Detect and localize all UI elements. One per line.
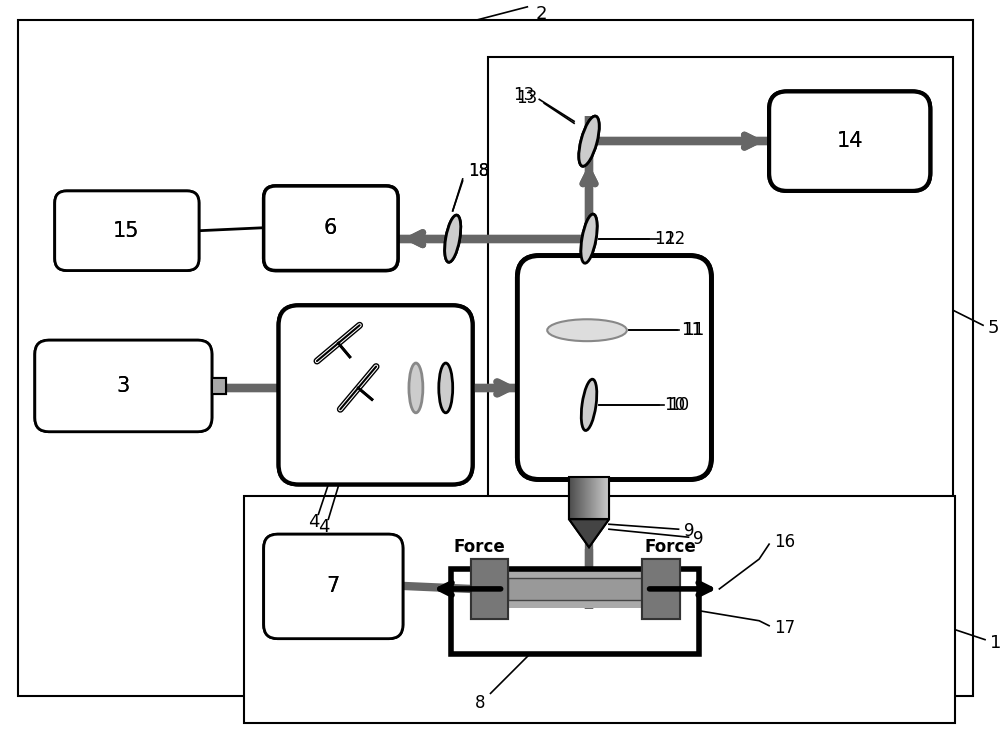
Text: Force: Force — [645, 538, 696, 556]
FancyBboxPatch shape — [55, 191, 199, 271]
Text: 13: 13 — [516, 90, 537, 107]
Text: Force: Force — [454, 538, 505, 556]
Ellipse shape — [581, 214, 597, 263]
FancyBboxPatch shape — [264, 534, 403, 639]
Text: 7: 7 — [327, 576, 340, 596]
Text: 6: 6 — [324, 218, 337, 238]
Ellipse shape — [547, 319, 627, 341]
FancyBboxPatch shape — [769, 92, 930, 191]
Bar — [212, 378, 226, 394]
Ellipse shape — [439, 363, 453, 413]
Text: 3: 3 — [117, 376, 130, 396]
Text: 16: 16 — [774, 533, 795, 551]
Bar — [244, 496, 955, 723]
Text: 12: 12 — [664, 230, 685, 248]
FancyBboxPatch shape — [35, 340, 212, 432]
Bar — [212, 378, 226, 394]
Text: 10: 10 — [669, 396, 690, 414]
Bar — [508, 578, 642, 600]
Polygon shape — [569, 519, 609, 547]
Text: 13: 13 — [513, 87, 534, 104]
FancyBboxPatch shape — [517, 256, 711, 480]
Text: 2: 2 — [535, 5, 547, 23]
Ellipse shape — [409, 363, 423, 413]
Text: 9: 9 — [684, 522, 694, 540]
FancyBboxPatch shape — [517, 256, 711, 480]
Ellipse shape — [581, 379, 597, 430]
FancyBboxPatch shape — [264, 186, 398, 271]
Text: 4: 4 — [308, 513, 319, 531]
Text: 11: 11 — [684, 322, 705, 339]
Bar — [471, 559, 508, 618]
Polygon shape — [569, 519, 609, 547]
Text: 5: 5 — [988, 319, 1000, 337]
Bar — [569, 477, 609, 519]
Text: 18: 18 — [468, 162, 489, 180]
Text: 11: 11 — [682, 322, 703, 339]
FancyBboxPatch shape — [769, 92, 930, 191]
Ellipse shape — [579, 116, 599, 166]
FancyBboxPatch shape — [279, 305, 473, 484]
Ellipse shape — [445, 215, 461, 263]
FancyBboxPatch shape — [264, 186, 398, 271]
Ellipse shape — [581, 214, 597, 263]
Text: 14: 14 — [836, 131, 863, 151]
Bar — [471, 559, 508, 618]
Ellipse shape — [581, 379, 597, 430]
FancyBboxPatch shape — [264, 534, 403, 639]
Text: 7: 7 — [327, 576, 340, 596]
Bar — [451, 569, 699, 653]
Text: 14: 14 — [836, 131, 863, 151]
Bar — [642, 559, 680, 618]
Text: 1: 1 — [990, 633, 1000, 652]
Ellipse shape — [547, 319, 627, 341]
Bar — [471, 570, 680, 608]
Text: 12: 12 — [654, 230, 675, 248]
FancyBboxPatch shape — [35, 340, 212, 432]
Text: 15: 15 — [113, 221, 140, 241]
Text: 18: 18 — [468, 162, 489, 180]
Bar — [488, 57, 953, 504]
Bar — [642, 559, 680, 618]
Ellipse shape — [579, 116, 599, 166]
Ellipse shape — [439, 363, 453, 413]
FancyBboxPatch shape — [55, 191, 199, 271]
Ellipse shape — [409, 363, 423, 413]
Text: 10: 10 — [664, 396, 685, 414]
Text: 17: 17 — [774, 618, 795, 637]
Text: 3: 3 — [117, 376, 130, 396]
Text: 6: 6 — [324, 218, 337, 238]
Ellipse shape — [445, 215, 461, 263]
Text: 15: 15 — [113, 221, 140, 241]
Text: 8: 8 — [475, 695, 486, 712]
Text: 4: 4 — [318, 518, 329, 536]
Text: 9: 9 — [693, 530, 704, 548]
FancyBboxPatch shape — [279, 305, 473, 484]
Bar — [569, 477, 609, 519]
